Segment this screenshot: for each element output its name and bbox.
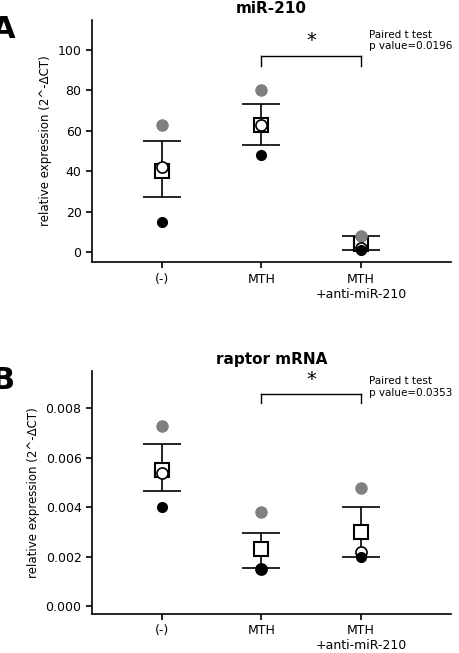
Text: *: * bbox=[306, 370, 315, 389]
Text: *: * bbox=[306, 31, 315, 50]
Text: A: A bbox=[0, 15, 15, 44]
Y-axis label: relative expression (2^-ΔCT): relative expression (2^-ΔCT) bbox=[27, 407, 40, 578]
Text: B: B bbox=[0, 366, 15, 396]
Title: miR-210: miR-210 bbox=[235, 1, 306, 16]
Text: Paired t test
p value=0.0196: Paired t test p value=0.0196 bbox=[368, 29, 452, 52]
Title: raptor mRNA: raptor mRNA bbox=[215, 353, 326, 368]
Y-axis label: relative expression (2^-ΔCT): relative expression (2^-ΔCT) bbox=[39, 56, 52, 226]
Text: Paired t test
p value=0.0353: Paired t test p value=0.0353 bbox=[368, 376, 452, 398]
